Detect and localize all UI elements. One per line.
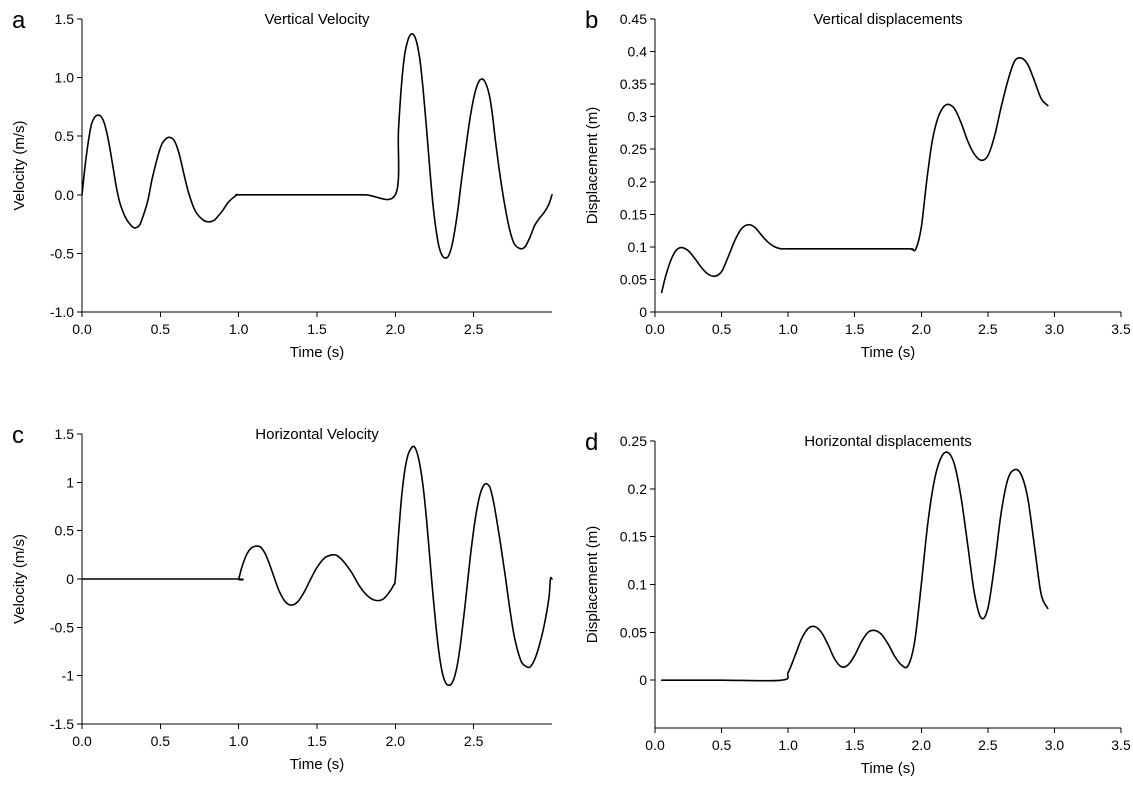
y-tick-label: 0.0 [55, 187, 75, 203]
y-tick-label: 0 [66, 571, 74, 587]
y-tick-label: -0.5 [50, 619, 74, 635]
chart-title: Horizontal displacements [804, 433, 972, 450]
x-tick-label: 2.0 [386, 321, 406, 337]
panel-letter: a [12, 7, 26, 34]
y-tick-label: -1 [62, 668, 75, 684]
y-tick-label: 1.5 [55, 426, 75, 442]
y-tick-label: 0.5 [55, 523, 75, 539]
panel-c: c Horizontal Velocity -1.5 -1 -0.5 0 0.5 1 1.5 0.… [11, 422, 553, 773]
x-tick-label: 2.0 [912, 321, 932, 337]
y-axis-label: Displacement (m) [584, 107, 601, 225]
x-tick-label: 1.0 [229, 321, 249, 337]
x-tick-label: 2.0 [912, 737, 932, 753]
x-tick-label: 0.5 [151, 321, 171, 337]
x-tick-label: 2.0 [386, 733, 406, 749]
y-tick-label: 0.3 [628, 109, 648, 125]
y-tick-label: 0.4 [628, 44, 648, 60]
y-tick-label: 0.25 [620, 141, 647, 157]
x-tick-label: 1.5 [307, 321, 327, 337]
y-tick-label: 0 [639, 304, 647, 320]
x-axis-label: Time (s) [861, 344, 915, 361]
series-line [81, 33, 553, 259]
y-tick-label: -1.0 [50, 304, 74, 320]
x-tick-label: 3.0 [1045, 737, 1065, 753]
chart-title: Vertical Velocity [264, 11, 370, 28]
y-tick-label: 0.1 [628, 239, 648, 255]
series-line [660, 57, 1049, 294]
x-tick-label: 0.5 [712, 737, 732, 753]
x-tick-label: 3.0 [1045, 321, 1065, 337]
y-tick-label: 0.15 [620, 206, 647, 222]
x-tick-label: 1.0 [778, 737, 798, 753]
y-tick-label: 0 [639, 672, 647, 688]
panel-a: a Vertical Velocity -1.0 -0.5 0.0 0.5 1.0 1.5 0.… [11, 7, 553, 361]
x-axis-label: Time (s) [290, 344, 344, 361]
y-tick-label: 1.0 [55, 70, 75, 86]
x-tick-label: 0.0 [72, 733, 92, 749]
y-tick-label: 1 [66, 474, 74, 490]
y-axis-label: Velocity (m/s) [11, 534, 28, 624]
x-tick-label: 3.5 [1111, 321, 1131, 337]
panel-letter: d [585, 429, 598, 456]
y-tick-label: 0.5 [55, 128, 75, 144]
y-tick-label: 0.1 [628, 577, 648, 593]
x-tick-label: 1.5 [307, 733, 327, 749]
y-axis-label: Displacement (m) [584, 526, 601, 644]
x-axis-label: Time (s) [861, 760, 915, 777]
x-tick-label: 2.5 [978, 321, 998, 337]
y-tick-label: 0.35 [620, 76, 647, 92]
x-axis-label: Time (s) [290, 756, 344, 773]
y-tick-label: 0.25 [620, 433, 647, 449]
x-tick-label: 1.0 [229, 733, 249, 749]
x-tick-label: 0.0 [645, 737, 665, 753]
y-axis-label: Velocity (m/s) [11, 120, 28, 210]
x-tick-label: 2.5 [464, 733, 484, 749]
x-tick-label: 2.5 [978, 737, 998, 753]
series-line [81, 445, 553, 687]
x-tick-label: 0.5 [151, 733, 171, 749]
x-tick-label: 1.5 [845, 321, 865, 337]
y-tick-label: 0.05 [620, 624, 647, 640]
x-tick-label: 0.0 [72, 321, 92, 337]
y-tick-label: 0.2 [628, 174, 648, 190]
x-tick-label: 0.5 [712, 321, 732, 337]
y-tick-label: 0.05 [620, 271, 647, 287]
y-tick-label: 0.2 [628, 481, 648, 497]
y-tick-label: 0.45 [620, 11, 647, 27]
panel-b: b Vertical displacements 0 0.05 0.1 0.15 0.2 0.… [584, 7, 1131, 361]
y-tick-label: -1.5 [50, 716, 74, 732]
y-tick-label: 0.15 [620, 529, 647, 545]
panel-d: d Horizontal displacements 0 0.05 0.1 0.15 0.2… [584, 429, 1131, 777]
x-tick-label: 1.5 [845, 737, 865, 753]
chart-title: Vertical displacements [813, 11, 962, 28]
x-tick-label: 3.5 [1111, 737, 1131, 753]
chart-title: Horizontal Velocity [255, 426, 379, 443]
x-tick-label: 2.5 [464, 321, 484, 337]
panel-letter: c [12, 422, 24, 449]
x-tick-label: 1.0 [778, 321, 798, 337]
panel-letter: b [585, 7, 598, 34]
series-line [660, 451, 1049, 682]
x-tick-label: 0.0 [645, 321, 665, 337]
y-tick-label: -0.5 [50, 245, 74, 261]
y-tick-label: 1.5 [55, 11, 75, 27]
